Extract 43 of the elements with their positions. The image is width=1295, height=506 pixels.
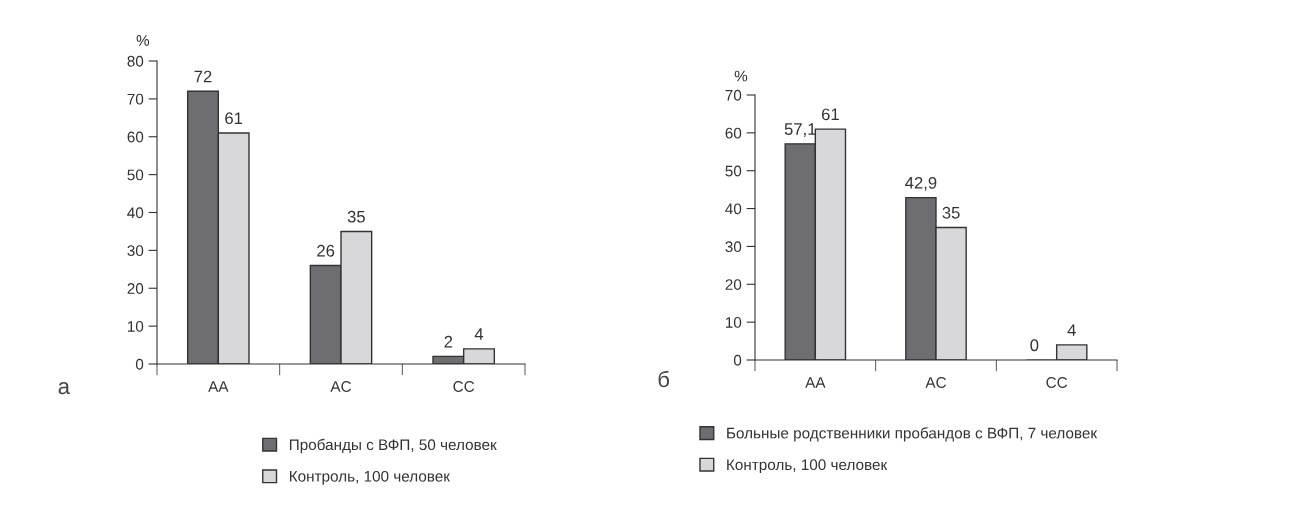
x-tick-label: CC <box>1046 377 1068 388</box>
y-tick-label: 70 <box>127 93 144 105</box>
y-tick-label: 50 <box>127 169 144 181</box>
y-tick-label: 50 <box>725 165 742 177</box>
data-label: 35 <box>942 206 960 219</box>
y-tick-label: 30 <box>725 241 742 253</box>
data-label: 26 <box>317 244 335 257</box>
legend-label: Контроль, 100 человек <box>289 470 451 485</box>
y-tick-label: 80 <box>127 55 144 67</box>
data-label: 0 <box>1030 339 1039 352</box>
x-tick-label: AA <box>208 381 229 392</box>
y-axis-title: % <box>734 70 748 82</box>
text: б <box>658 370 670 388</box>
data-label: 61 <box>821 108 839 121</box>
x-tick-label: AC <box>330 381 352 392</box>
y-tick-label: 20 <box>725 279 742 290</box>
y-tick-label: 10 <box>127 320 144 332</box>
y-tick-label: 70 <box>725 89 742 101</box>
legend-label: Больные родственники пробандов с ВФП, 7 человек <box>727 427 1098 442</box>
data-label: 42,9 <box>905 176 937 191</box>
data-label: 4 <box>1067 324 1076 336</box>
data-label: 61 <box>225 112 243 125</box>
x-tick-label: AC <box>925 377 947 388</box>
y-tick-label: 40 <box>725 203 742 215</box>
y-tick-label: 60 <box>725 127 742 139</box>
y-axis-title: % <box>136 35 150 46</box>
legend-label: Пробанды с ВФП, 50 человек <box>289 438 497 454</box>
data-label: 72 <box>194 70 212 83</box>
y-tick-label: 30 <box>127 245 144 257</box>
y-tick-label: 20 <box>127 283 144 294</box>
text: а <box>58 382 70 395</box>
x-tick-label: CC <box>453 381 475 392</box>
x-tick-label: AA <box>805 377 826 388</box>
y-tick-label: 60 <box>127 131 144 143</box>
y-tick-label: 0 <box>135 358 144 370</box>
data-label: 4 <box>474 328 484 340</box>
y-tick-label: 40 <box>127 207 144 219</box>
data-label: 2 <box>444 335 453 348</box>
data-label: 57,1 <box>784 123 816 137</box>
y-tick-label: 10 <box>725 317 742 328</box>
legend-label: Контроль, 100 человек <box>727 459 888 474</box>
y-tick-label: 0 <box>733 354 742 366</box>
data-label: 35 <box>347 210 365 223</box>
